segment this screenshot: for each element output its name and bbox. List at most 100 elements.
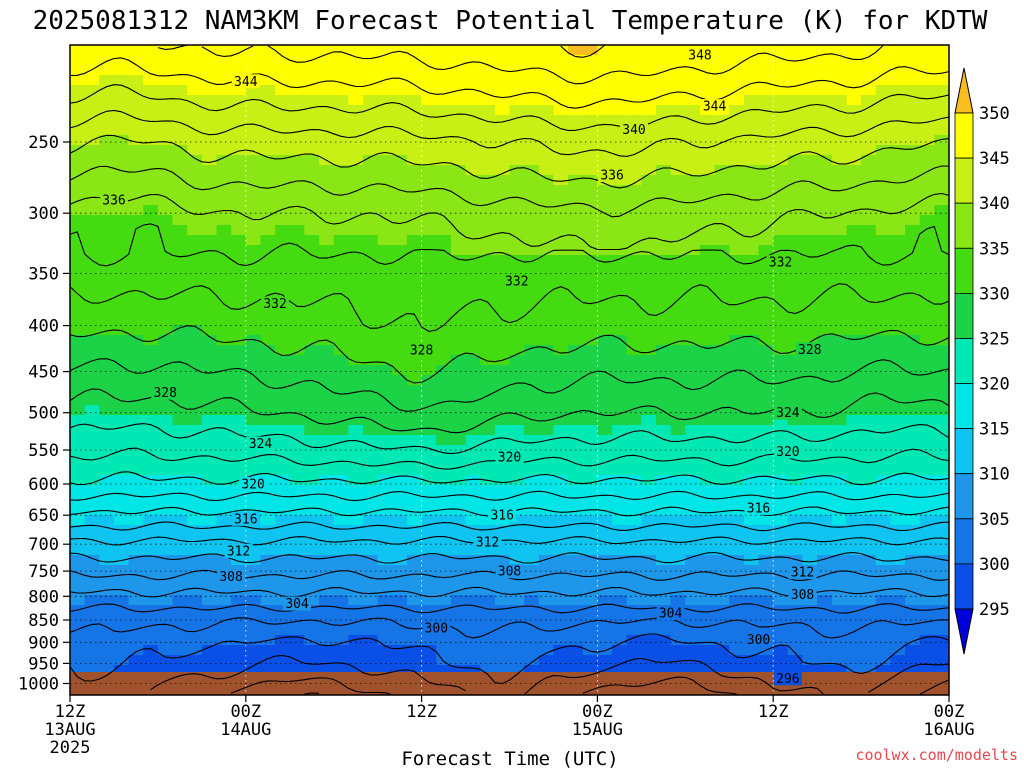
heatmap-cell xyxy=(846,395,862,406)
heatmap-cell xyxy=(99,485,115,496)
heatmap-cell xyxy=(934,195,949,206)
heatmap-cell xyxy=(626,105,642,116)
heatmap-cell xyxy=(509,525,525,536)
heatmap-cell xyxy=(612,335,628,346)
heatmap-cell xyxy=(729,255,745,266)
heatmap-cell xyxy=(568,285,584,296)
heatmap-cell xyxy=(905,315,921,326)
heatmap-cell xyxy=(275,235,291,246)
heatmap-cell xyxy=(436,125,452,136)
heatmap-cell xyxy=(304,425,320,436)
contour-label: 296 xyxy=(776,672,799,687)
heatmap-cell xyxy=(216,185,232,196)
heatmap-cell xyxy=(377,105,393,116)
heatmap-cell xyxy=(319,465,335,476)
contour-label-background xyxy=(151,385,180,400)
heatmap-cell xyxy=(641,525,657,536)
heatmap-cell xyxy=(157,595,174,606)
heatmap-cell xyxy=(201,115,218,126)
heatmap-cell xyxy=(714,485,730,496)
heatmap-cell xyxy=(729,275,745,286)
heatmap-cell xyxy=(187,255,203,266)
heatmap-cell xyxy=(377,485,393,496)
heatmap-cell xyxy=(245,105,262,116)
heatmap-cell xyxy=(861,605,877,616)
heatmap-cell xyxy=(421,425,437,436)
y-tick-label: 550 xyxy=(28,441,59,461)
heatmap-cell xyxy=(128,245,144,256)
heatmap-cell xyxy=(275,215,291,226)
heatmap-cell xyxy=(656,655,672,666)
y-tick-label: 950 xyxy=(28,654,59,674)
heatmap-cell xyxy=(84,635,100,646)
heatmap-cell xyxy=(275,125,291,136)
heatmap-cell xyxy=(802,325,818,336)
heatmap-cell xyxy=(758,325,774,336)
heatmap-cell xyxy=(143,395,159,406)
heatmap-cell xyxy=(421,605,437,616)
heatmap-cell xyxy=(861,235,877,246)
heatmap-cell xyxy=(568,325,584,336)
heatmap-cell xyxy=(875,225,891,236)
heatmap-cell xyxy=(275,45,291,56)
heatmap-cell xyxy=(861,625,877,636)
contour-line xyxy=(70,490,949,502)
heatmap-cell xyxy=(685,545,701,556)
heatmap-cell xyxy=(70,565,86,576)
heatmap-cell xyxy=(743,585,760,596)
heatmap-cell xyxy=(201,415,218,426)
heatmap-cell xyxy=(758,545,774,556)
heatmap-cell xyxy=(714,415,730,426)
heatmap-cell xyxy=(333,595,349,606)
heatmap-cell xyxy=(99,325,115,336)
heatmap-cell xyxy=(187,245,203,256)
heatmap-cell xyxy=(758,265,774,276)
heatmap-cell xyxy=(626,265,642,276)
heatmap-cell xyxy=(787,155,804,166)
heatmap-cell xyxy=(846,665,862,676)
heatmap-cell xyxy=(143,385,159,396)
heatmap-cell xyxy=(656,565,672,576)
heatmap-cell xyxy=(597,385,613,396)
heatmap-cell xyxy=(465,315,481,326)
heatmap-cell xyxy=(905,155,921,166)
heatmap-cell xyxy=(480,215,496,226)
heatmap-cell xyxy=(392,465,408,476)
heatmap-cell xyxy=(656,395,672,406)
heatmap-cell xyxy=(70,505,86,516)
heatmap-cell xyxy=(729,515,745,526)
chart-title: 2025081312 NAM3KM Forecast Potential Tem… xyxy=(33,6,988,36)
heatmap-cell xyxy=(553,325,569,336)
heatmap-cell xyxy=(201,75,218,86)
heatmap-cell xyxy=(817,275,833,286)
heatmap-cell xyxy=(802,505,818,516)
heatmap-cell xyxy=(538,165,555,176)
heatmap-cell xyxy=(494,345,511,356)
heatmap-cell xyxy=(392,585,408,596)
heatmap-cell xyxy=(714,235,730,246)
heatmap-cell xyxy=(84,85,100,96)
heatmap-cell xyxy=(319,345,335,356)
heatmap-cell xyxy=(216,195,232,206)
heatmap-cell xyxy=(568,55,584,66)
heatmap-cell xyxy=(743,425,760,436)
heatmap-cell xyxy=(304,365,320,376)
heatmap-cell xyxy=(289,185,305,196)
heatmap-cell xyxy=(714,175,730,186)
heatmap-cell xyxy=(802,475,818,486)
heatmap-cell xyxy=(656,465,672,476)
heatmap-cell xyxy=(773,195,789,206)
heatmap-cell xyxy=(934,435,949,446)
heatmap-cell xyxy=(187,85,203,96)
colorbar-segment xyxy=(954,383,974,429)
heatmap-cell xyxy=(465,235,481,246)
heatmap-cell xyxy=(509,645,525,656)
heatmap-cell xyxy=(582,595,598,606)
contour-label: 344 xyxy=(234,75,258,90)
heatmap-cell xyxy=(143,485,159,496)
heatmap-cell xyxy=(890,665,906,676)
heatmap-cell xyxy=(582,515,598,526)
heatmap-cell xyxy=(861,595,877,606)
heatmap-cell xyxy=(289,505,305,516)
